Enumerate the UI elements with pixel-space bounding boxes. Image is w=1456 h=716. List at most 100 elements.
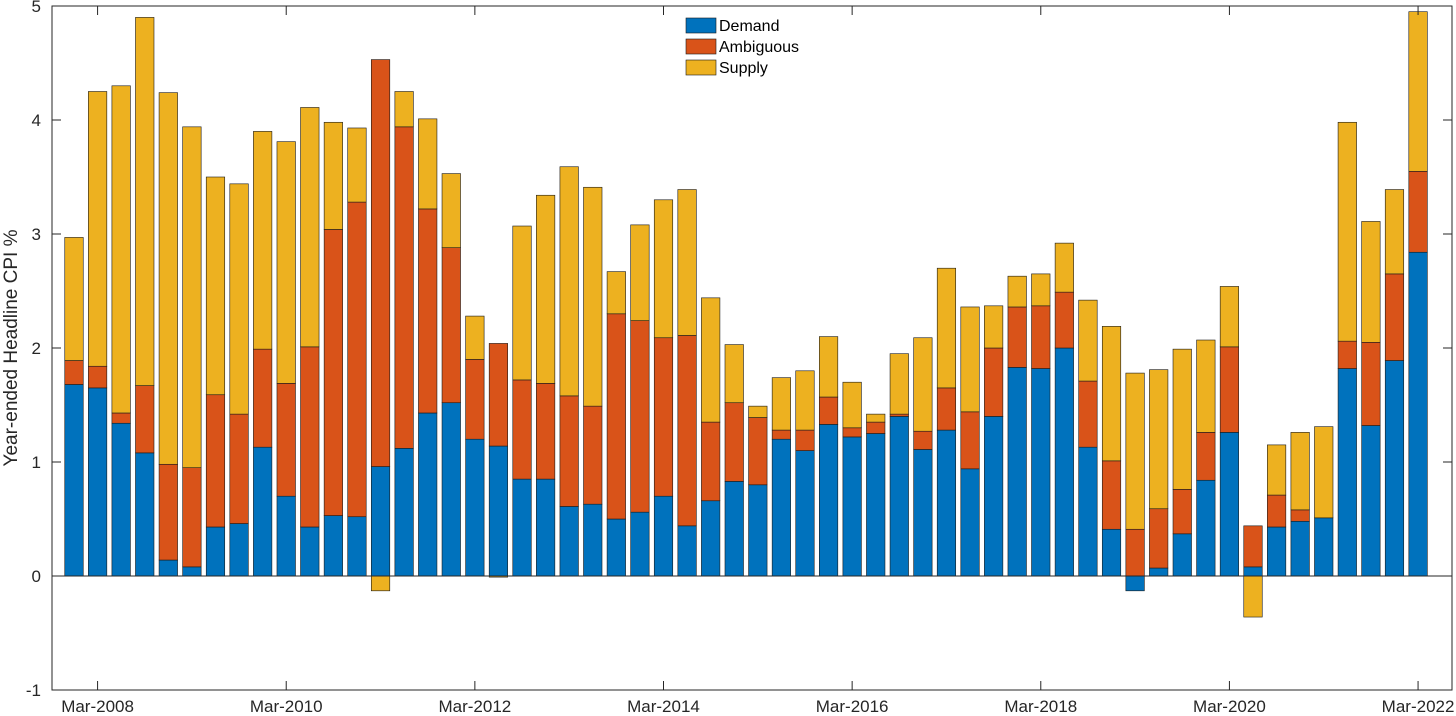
bar-supply-mar-2010 xyxy=(276,141,296,384)
bar-demand-sep-2021 xyxy=(1361,425,1381,577)
bar-supply-mar-2013 xyxy=(559,166,579,397)
bar-supply-sep-2008 xyxy=(135,17,155,386)
bar-demand-mar-2017 xyxy=(936,429,957,577)
bar-demand-mar-2010 xyxy=(276,495,296,577)
bar-demand-jun-2013 xyxy=(583,503,603,577)
bar-ambiguous-mar-2020 xyxy=(1219,346,1239,433)
bar-demand-dec-2019 xyxy=(1196,479,1216,577)
bar-ambiguous-sep-2016 xyxy=(889,413,909,417)
bar-ambiguous-dec-2015 xyxy=(819,396,839,425)
bar-supply-sep-2018 xyxy=(1078,299,1098,382)
bar-supply-mar-2018 xyxy=(1031,273,1051,307)
bar-demand-sep-2018 xyxy=(1078,446,1098,577)
bar-supply-mar-2015 xyxy=(748,405,768,418)
bar-supply-mar-2011 xyxy=(370,575,391,592)
bar-demand-dec-2012 xyxy=(536,478,556,577)
bar-ambiguous-sep-2008 xyxy=(135,385,155,454)
bar-supply-sep-2020 xyxy=(1267,444,1287,496)
bar-ambiguous-sep-2009 xyxy=(229,413,249,524)
x-tick-label: Mar-2008 xyxy=(61,697,134,716)
bar-demand-sep-2017 xyxy=(984,416,1004,577)
bar-demand-dec-2011 xyxy=(441,402,461,577)
bar-demand-dec-2010 xyxy=(347,516,367,577)
bar-demand-sep-2015 xyxy=(795,450,815,577)
bar-demand-mar-2015 xyxy=(748,484,768,577)
bar-ambiguous-mar-2019 xyxy=(1125,528,1145,577)
bar-demand-dec-2016 xyxy=(913,449,933,577)
bar-demand-jun-2021 xyxy=(1337,368,1357,577)
bar-ambiguous-dec-2013 xyxy=(630,320,650,513)
bar-supply-jun-2017 xyxy=(960,306,980,413)
bar-supply-mar-2022 xyxy=(1408,11,1428,172)
bar-supply-dec-2018 xyxy=(1101,326,1122,462)
bar-demand-mar-2008 xyxy=(88,387,108,577)
bar-supply-sep-2011 xyxy=(418,118,438,210)
bar-ambiguous-dec-2018 xyxy=(1101,460,1122,530)
bar-demand-jun-2017 xyxy=(960,468,980,577)
bar-demand-dec-2009 xyxy=(253,446,273,577)
bar-ambiguous-jun-2019 xyxy=(1149,508,1169,569)
bar-ambiguous-mar-2014 xyxy=(653,337,674,497)
bar-ambiguous-dec-2012 xyxy=(536,383,556,480)
bar-ambiguous-jun-2016 xyxy=(866,421,886,434)
bar-supply-sep-2009 xyxy=(229,183,249,415)
bar-ambiguous-jun-2011 xyxy=(394,126,414,449)
bar-demand-dec-2008 xyxy=(158,559,178,577)
bar-supply-dec-2010 xyxy=(347,127,367,203)
x-tick-label: Mar-2022 xyxy=(1382,697,1455,716)
bar-supply-dec-2008 xyxy=(158,92,178,465)
bar-supply-jun-2015 xyxy=(771,377,791,431)
bar-ambiguous-dec-2009 xyxy=(253,348,273,448)
bar-ambiguous-dec-2017 xyxy=(1007,306,1027,368)
bar-supply-dec-2014 xyxy=(724,344,744,404)
bar-ambiguous-mar-2015 xyxy=(748,417,768,486)
bar-demand-dec-2020 xyxy=(1290,520,1310,577)
bar-demand-jun-2010 xyxy=(300,526,320,577)
bar-ambiguous-jun-2017 xyxy=(960,411,980,470)
bar-supply-jun-2010 xyxy=(300,107,320,348)
bar-supply-sep-2015 xyxy=(795,370,815,431)
bar-ambiguous-sep-2011 xyxy=(418,208,438,414)
bar-ambiguous-jun-2010 xyxy=(300,346,320,528)
bar-supply-sep-2021 xyxy=(1361,221,1381,343)
bar-demand-mar-2016 xyxy=(842,436,862,577)
bar-ambiguous-sep-2020 xyxy=(1267,494,1287,528)
x-tick-label: Mar-2010 xyxy=(250,697,323,716)
bar-ambiguous-jun-2020 xyxy=(1243,525,1263,568)
bar-ambiguous-mar-2018 xyxy=(1031,305,1051,369)
bar-demand-sep-2008 xyxy=(135,452,155,577)
bar-supply-jun-2018 xyxy=(1054,242,1074,293)
bar-supply-jun-2009 xyxy=(205,176,226,396)
bar-demand-mar-2013 xyxy=(559,506,579,577)
bar-ambiguous-sep-2013 xyxy=(606,313,626,520)
bar-supply-jun-2019 xyxy=(1149,369,1169,510)
bar-supply-dec-2016 xyxy=(913,337,933,432)
bar-ambiguous-dec-2014 xyxy=(724,402,744,482)
bar-demand-sep-2009 xyxy=(229,523,249,577)
bar-ambiguous-mar-2011 xyxy=(370,59,391,467)
bar-ambiguous-sep-2019 xyxy=(1172,489,1192,535)
bar-ambiguous-dec-2007 xyxy=(64,360,84,385)
x-tick-label: Mar-2012 xyxy=(438,697,511,716)
bar-supply-mar-2008 xyxy=(88,91,108,367)
bar-ambiguous-jun-2018 xyxy=(1054,291,1074,349)
bar-supply-dec-2015 xyxy=(819,336,839,398)
bar-demand-dec-2007 xyxy=(64,384,84,577)
bar-demand-mar-2012 xyxy=(465,438,485,577)
bar-supply-dec-2007 xyxy=(64,237,84,361)
bar-ambiguous-sep-2018 xyxy=(1078,380,1098,448)
bar-demand-jun-2016 xyxy=(866,433,886,577)
bar-demand-dec-2018 xyxy=(1101,528,1122,577)
bar-demand-sep-2019 xyxy=(1172,533,1192,577)
y-tick-label: 3 xyxy=(32,225,41,244)
bar-ambiguous-mar-2012 xyxy=(465,359,485,440)
bar-ambiguous-mar-2013 xyxy=(559,395,579,507)
bar-supply-dec-2012 xyxy=(536,194,556,384)
bar-supply-mar-2019 xyxy=(1125,372,1145,530)
bar-ambiguous-jun-2012 xyxy=(488,343,508,447)
bar-demand-sep-2016 xyxy=(889,416,909,577)
legend-swatch-ambiguous xyxy=(685,38,717,55)
bar-demand-jun-2018 xyxy=(1054,347,1074,577)
bar-supply-mar-2016 xyxy=(842,381,862,429)
bar-demand-sep-2020 xyxy=(1267,526,1287,577)
